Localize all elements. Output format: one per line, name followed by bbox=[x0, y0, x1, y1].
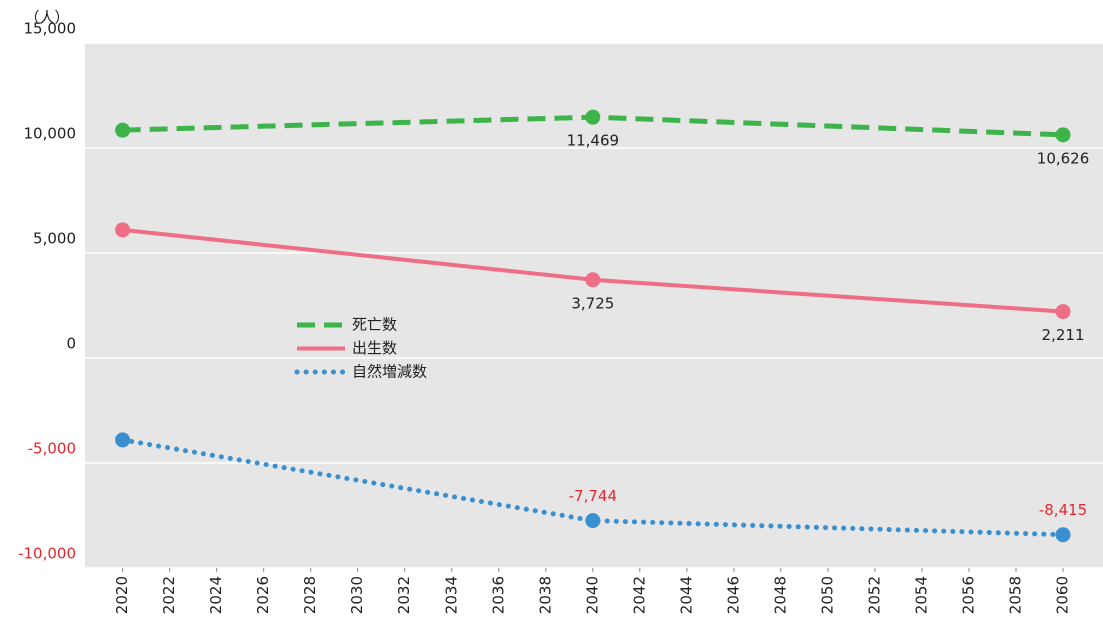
x-tick-label: 2044 bbox=[677, 576, 695, 614]
x-tick-label: 2054 bbox=[912, 576, 930, 614]
data-point bbox=[115, 122, 131, 138]
x-tick-label: 2022 bbox=[160, 576, 178, 614]
legend-label: 死亡数 bbox=[352, 316, 397, 334]
x-tick-label: 2032 bbox=[395, 576, 413, 614]
data-point bbox=[585, 272, 601, 288]
data-point bbox=[585, 513, 601, 529]
x-tick-label: 2024 bbox=[207, 576, 225, 614]
legend-label: 出生数 bbox=[352, 339, 397, 357]
y-tick-label: 15,000 bbox=[24, 20, 77, 38]
x-tick-label: 2038 bbox=[536, 576, 554, 614]
value-label: -8,415 bbox=[1039, 501, 1087, 519]
x-tick-label: 2050 bbox=[818, 576, 836, 614]
x-tick-label: 2040 bbox=[583, 576, 601, 614]
data-point bbox=[585, 109, 601, 125]
value-label: 2,211 bbox=[1042, 326, 1085, 344]
data-point bbox=[1055, 304, 1071, 320]
value-label: 11,469 bbox=[567, 132, 620, 150]
x-tick-label: 2026 bbox=[254, 576, 272, 614]
y-tick-label: 5,000 bbox=[33, 230, 76, 248]
y-tick-label: -5,000 bbox=[28, 440, 76, 458]
value-label: 3,725 bbox=[571, 294, 614, 312]
y-tick-label: -10,000 bbox=[18, 545, 76, 563]
x-tick-label: 2036 bbox=[489, 576, 507, 614]
x-tick-label: 2046 bbox=[724, 576, 742, 614]
data-point bbox=[115, 432, 131, 448]
x-tick-label: 2058 bbox=[1007, 576, 1025, 614]
y-tick-label: 10,000 bbox=[24, 125, 77, 143]
x-tick-label: 2020 bbox=[113, 576, 131, 614]
data-point bbox=[1055, 127, 1071, 143]
x-tick-label: 2056 bbox=[959, 576, 977, 614]
data-point bbox=[1055, 527, 1071, 543]
x-tick-label: 2034 bbox=[442, 576, 460, 614]
value-label: -7,744 bbox=[569, 487, 617, 505]
x-tick-label: 2042 bbox=[630, 576, 648, 614]
legend-label: 自然増減数 bbox=[352, 363, 427, 381]
y-tick-label: 0 bbox=[66, 335, 76, 353]
x-tick-label: 2048 bbox=[771, 576, 789, 614]
x-tick-label: 2052 bbox=[865, 576, 883, 614]
data-point bbox=[115, 222, 131, 238]
x-tick-label: 2028 bbox=[301, 576, 319, 614]
series-line bbox=[120, 437, 1066, 538]
x-tick-label: 2060 bbox=[1054, 576, 1072, 614]
value-label: 10,626 bbox=[1037, 149, 1090, 167]
y-unit: （人） bbox=[24, 9, 69, 27]
x-tick-label: 2030 bbox=[348, 576, 366, 614]
